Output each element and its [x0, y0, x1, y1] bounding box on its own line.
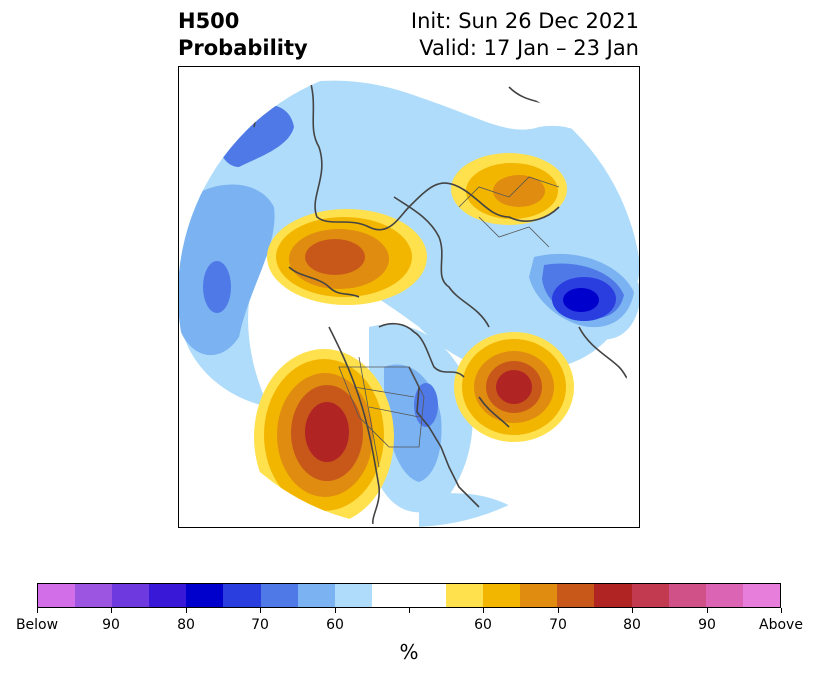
colorbar-tick — [781, 608, 782, 613]
colorbar-tick — [707, 608, 708, 613]
colorbar-swatch — [334, 584, 372, 607]
colorbar-swatch — [75, 584, 113, 607]
colorbar-tick — [632, 608, 633, 613]
colorbar-swatch — [186, 584, 224, 607]
colorbar-tick-label: 70 — [251, 617, 269, 633]
colorbar-tick — [37, 608, 38, 613]
colorbar-swatch — [705, 584, 743, 607]
colorbar-tick — [483, 608, 484, 613]
colorbar-swatch — [223, 584, 261, 607]
colorbar-tick-label: 90 — [102, 617, 120, 633]
colorbar-swatch — [631, 584, 669, 607]
colorbar-tick-label: Above — [759, 617, 803, 633]
borders — [338, 176, 560, 468]
colorbar-tick-label: 80 — [177, 617, 195, 633]
probability-map — [179, 67, 639, 527]
colorbar-tick-label: 80 — [623, 617, 641, 633]
colorbar-swatch — [483, 584, 521, 607]
colorbar-tick-label: 90 — [698, 617, 716, 633]
colorbar-swatch — [520, 584, 558, 607]
colorbar-swatch — [260, 584, 298, 607]
colorbar-swatch — [38, 584, 76, 607]
colorbar-swatch — [371, 584, 409, 607]
colorbar-tick-label: 60 — [474, 617, 492, 633]
colorbar-swatch — [297, 584, 335, 607]
title-init-date: Init: Sun 26 Dec 2021 — [410, 9, 639, 33]
colorbar-swatch — [742, 584, 780, 607]
chart-title-right: Init: Sun 26 Dec 2021 Valid: 17 Jan – 23… — [411, 8, 639, 62]
colorbar-tick — [186, 608, 187, 613]
title-valid-range: Valid: 17 Jan – 23 Jan — [419, 36, 639, 60]
colorbar-swatch — [668, 584, 706, 607]
colorbar-swatch — [446, 584, 484, 607]
title-product: Probability — [178, 36, 308, 60]
colorbar-swatch — [557, 584, 595, 607]
colorbar-unit-label: % — [399, 640, 419, 664]
colorbar-tick — [335, 608, 336, 613]
title-variable: H500 — [178, 9, 240, 33]
colorbar-tick — [111, 608, 112, 613]
colorbar-swatch — [112, 584, 150, 607]
chart-title-left: H500 Probability — [178, 8, 308, 62]
colorbar-tick — [558, 608, 559, 613]
colorbar-swatch — [408, 584, 447, 607]
colorbar-swatch — [594, 584, 632, 607]
map-panel — [178, 66, 640, 528]
colorbar-tick-label: 60 — [326, 617, 344, 633]
colorbar-tick-label: 70 — [549, 617, 567, 633]
colorbar-tick-label: Below — [15, 617, 59, 633]
colorbar-tick — [260, 608, 261, 613]
colorbar — [37, 583, 781, 608]
colorbar-tick — [409, 608, 410, 613]
colorbar-swatch — [149, 584, 187, 607]
probability-field — [179, 67, 639, 527]
